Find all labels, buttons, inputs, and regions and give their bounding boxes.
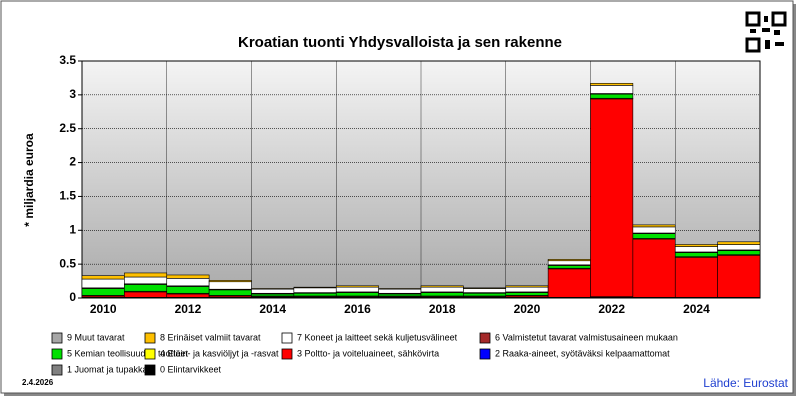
- legend-label: 3 Poltto- ja voiteluaineet, sähkövirta: [297, 348, 439, 358]
- legend-swatch: [51, 364, 63, 376]
- bar-segment: [166, 286, 210, 294]
- bar-segment: [293, 286, 337, 289]
- bar-segment: [463, 292, 507, 297]
- bar-segment: [590, 83, 634, 86]
- bar-segment: [632, 226, 676, 234]
- bar-segment: [590, 85, 634, 94]
- bar-segment: [420, 285, 464, 288]
- legend-label: 9 Muut tavarat: [67, 332, 125, 342]
- bar-segment: [378, 288, 422, 290]
- bar-segment: [420, 286, 464, 293]
- bar-segment: [251, 293, 295, 297]
- x-tick-label: 2022: [598, 302, 625, 316]
- bar-segment: [590, 98, 634, 297]
- bar-segment: [124, 272, 168, 278]
- y-tick-label: 0: [69, 290, 76, 304]
- bar-segment: [717, 250, 761, 255]
- bar-segment: [547, 265, 591, 269]
- bar-segment: [208, 289, 252, 296]
- bar-segment: [505, 292, 549, 296]
- legend-swatch: [479, 332, 491, 344]
- legend-label: 5 Kemian teollisuuden tuotteet: [67, 348, 189, 358]
- bar-segment: [674, 246, 718, 253]
- legend-swatch: [144, 348, 156, 360]
- legend-swatch: [144, 364, 156, 376]
- bar-segment: [166, 278, 210, 287]
- legend-label: 2 Raaka-aineet, syötäväksi kelpaamattoma…: [495, 348, 670, 358]
- bar-segment: [590, 93, 634, 99]
- bar-segment: [674, 244, 718, 247]
- bar-segment: [335, 292, 379, 297]
- bar-segment: [166, 274, 210, 279]
- bar-segment: [717, 244, 761, 251]
- bar-segment: [547, 259, 591, 262]
- y-tick-label: 1: [69, 222, 76, 236]
- bar-segment: [124, 291, 168, 298]
- bar-segment: [251, 288, 295, 294]
- bar-segment: [124, 284, 168, 292]
- y-tick-label: 2.5: [59, 121, 76, 135]
- x-tick-label: 2010: [90, 302, 117, 316]
- x-tick-label: 2020: [514, 302, 541, 316]
- legend-swatch: [51, 332, 63, 344]
- bar-segment: [81, 275, 125, 280]
- x-tick-label: 2016: [344, 302, 371, 316]
- legend-swatch: [51, 348, 63, 360]
- bar-segment: [463, 288, 507, 293]
- legend-label: 8 Erinäiset valmiit tavarat: [160, 332, 261, 342]
- legend-swatch: [479, 348, 491, 360]
- bar-segment: [632, 224, 676, 228]
- x-tick-label: 2018: [429, 302, 456, 316]
- y-tick-label: 3: [69, 87, 76, 101]
- bar-segment: [81, 278, 125, 289]
- bar-segment: [463, 287, 507, 289]
- bar-segment: [547, 260, 591, 266]
- bar-segment: [335, 286, 379, 293]
- x-tick-label: 2024: [683, 302, 710, 316]
- bar-segment: [293, 287, 337, 293]
- legend-swatch: [281, 348, 293, 360]
- bar-segment: [81, 288, 125, 296]
- bar-segment: [208, 280, 252, 283]
- qr-code: [745, 11, 787, 53]
- legend-label: 7 Koneet ja laitteet sekä kuljetusväline…: [297, 332, 458, 342]
- y-tick-label: 0.5: [59, 256, 76, 270]
- bar-segment: [208, 281, 252, 290]
- bar-segment: [166, 293, 210, 298]
- legend-swatch: [144, 332, 156, 344]
- y-axis-label: * miljardia euroa: [22, 133, 36, 227]
- y-tick-label: 3.5: [59, 53, 76, 67]
- source: Lähde: Eurostat: [703, 376, 788, 390]
- bar-segment: [420, 292, 464, 297]
- bar-segment: [293, 292, 337, 297]
- bar-segment: [674, 252, 718, 257]
- bar-segment: [632, 233, 676, 239]
- bar-segment: [251, 288, 295, 290]
- bar-segment: [505, 285, 549, 288]
- chart-title: Kroatian tuonti Yhdysvalloista ja sen ra…: [238, 34, 562, 51]
- bar-segment: [674, 257, 718, 298]
- bar-segment: [335, 285, 379, 288]
- legend-swatch: [281, 332, 293, 344]
- y-tick-label: 1.5: [59, 189, 76, 203]
- legend-label: 6 Valmistetut tavarat valmistusaineen mu…: [495, 332, 678, 342]
- x-tick-label: 2014: [259, 302, 286, 316]
- date: 2.4.2026: [22, 378, 54, 387]
- bar-segment: [717, 241, 761, 245]
- y-tick-label: 2: [69, 155, 76, 169]
- bar-segment: [378, 288, 422, 294]
- legend-label: 1 Juomat ja tupakka: [67, 364, 148, 374]
- legend-label: 0 Elintarvikkeet: [160, 364, 222, 374]
- bar-segment: [505, 286, 549, 293]
- legend-label: 4 Eläin- ja kasviöljyt ja -rasvat: [160, 348, 279, 358]
- bar-segment: [717, 255, 761, 298]
- bar-segment: [547, 268, 591, 298]
- bar-segment: [632, 238, 676, 298]
- x-tick-label: 2012: [175, 302, 202, 316]
- bar-segment: [124, 276, 168, 285]
- bar-segment: [378, 293, 422, 297]
